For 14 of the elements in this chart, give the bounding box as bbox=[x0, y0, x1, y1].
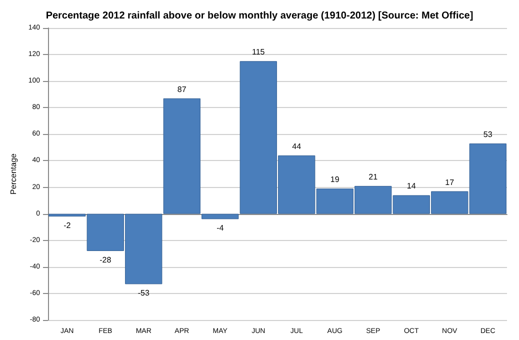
data-label: 87 bbox=[177, 84, 187, 94]
data-label: -4 bbox=[216, 224, 224, 233]
data-label: 44 bbox=[292, 142, 302, 151]
data-label: -53 bbox=[138, 288, 150, 298]
data-label: 115 bbox=[252, 48, 266, 57]
data-label: -28 bbox=[100, 255, 112, 264]
data-label: 21 bbox=[368, 172, 378, 182]
data-label: 53 bbox=[483, 130, 493, 139]
data-label: -2 bbox=[64, 220, 72, 230]
chart-title: Percentage 2012 rainfall above or below monthly average (1910-2012) [Source: Met Office] bbox=[46, 10, 474, 22]
y-axis-title: Percentage bbox=[8, 152, 18, 194]
data-label: 19 bbox=[330, 175, 340, 184]
data-label: 17 bbox=[445, 178, 455, 187]
data-label: 14 bbox=[406, 182, 416, 191]
